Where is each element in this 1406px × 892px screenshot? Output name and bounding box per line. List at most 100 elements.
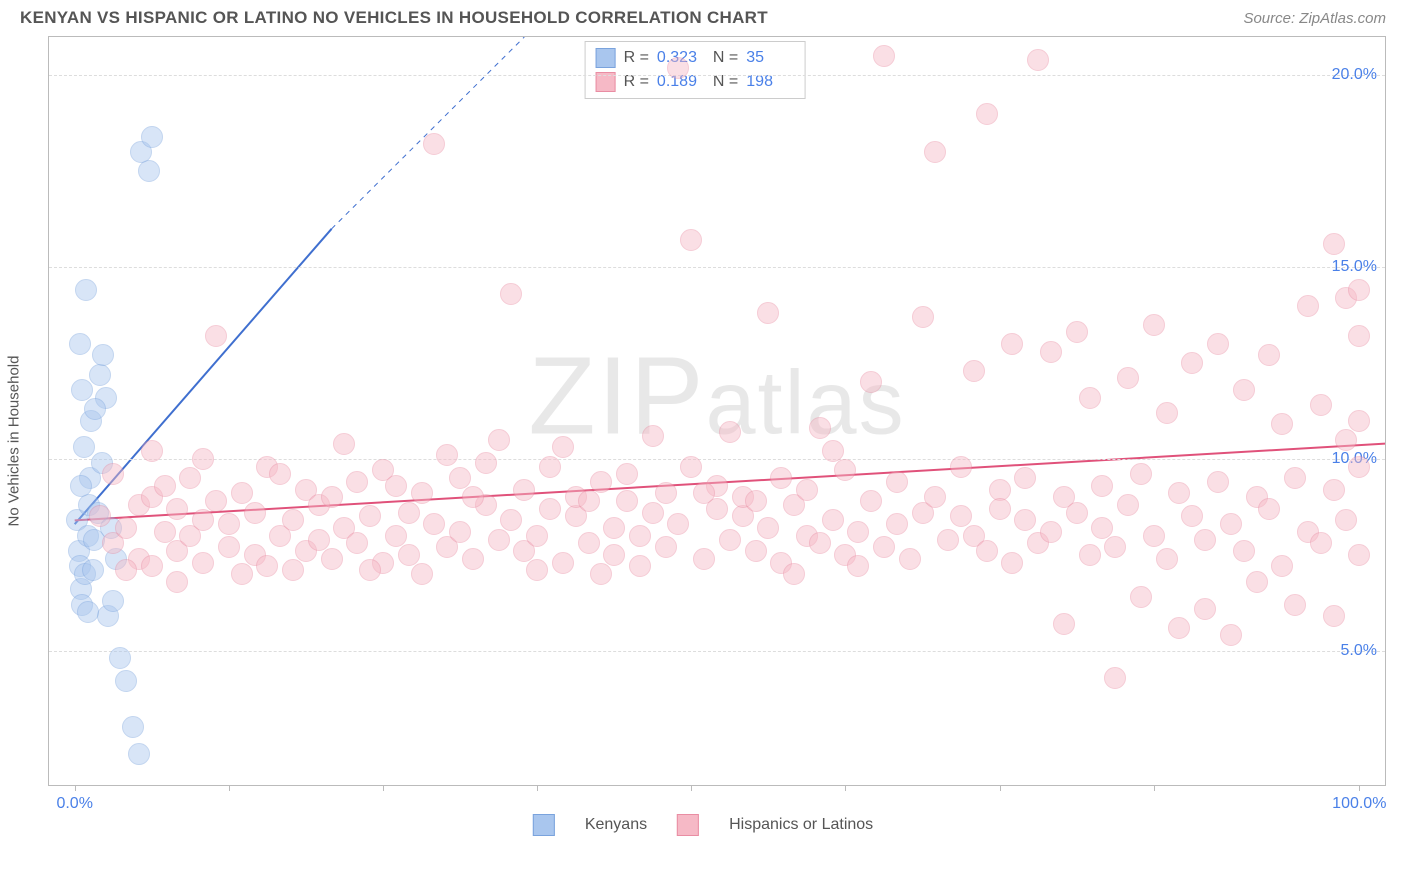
data-point-hispanics xyxy=(539,498,561,520)
data-point-hispanics xyxy=(231,482,253,504)
data-point-hispanics xyxy=(847,521,869,543)
data-point-hispanics xyxy=(976,540,998,562)
data-point-hispanics xyxy=(1233,540,1255,562)
data-point-hispanics xyxy=(1168,617,1190,639)
data-point-hispanics xyxy=(1258,498,1280,520)
data-point-hispanics xyxy=(1001,552,1023,574)
data-point-hispanics xyxy=(115,559,137,581)
data-point-hispanics xyxy=(115,517,137,539)
x-tick-mark xyxy=(537,785,538,791)
x-tick-mark xyxy=(383,785,384,791)
data-point-hispanics xyxy=(282,559,304,581)
data-point-hispanics xyxy=(693,482,715,504)
data-point-hispanics xyxy=(860,490,882,512)
data-point-hispanics xyxy=(321,548,343,570)
data-point-hispanics xyxy=(141,440,163,462)
data-point-hispanics xyxy=(1156,402,1178,424)
data-point-hispanics xyxy=(1156,548,1178,570)
data-point-hispanics xyxy=(1258,344,1280,366)
x-tick-mark xyxy=(75,785,76,791)
data-point-hispanics xyxy=(629,555,651,577)
stats-row-kenyans: R = 0.323 N = 35 xyxy=(596,46,795,70)
data-point-hispanics xyxy=(629,525,651,547)
data-point-hispanics xyxy=(757,517,779,539)
data-point-hispanics xyxy=(1220,624,1242,646)
data-point-hispanics xyxy=(578,532,600,554)
data-point-hispanics xyxy=(539,456,561,478)
data-point-hispanics xyxy=(1335,509,1357,531)
data-point-hispanics xyxy=(500,283,522,305)
data-point-hispanics xyxy=(449,521,471,543)
data-point-hispanics xyxy=(1091,517,1113,539)
data-point-hispanics xyxy=(333,433,355,455)
data-point-kenyans xyxy=(84,398,106,420)
data-point-hispanics xyxy=(616,463,638,485)
data-point-hispanics xyxy=(1040,521,1062,543)
data-point-hispanics xyxy=(886,513,908,535)
data-point-hispanics xyxy=(449,467,471,489)
y-tick-label: 20.0% xyxy=(1332,66,1377,84)
data-point-hispanics xyxy=(1053,613,1075,635)
data-point-hispanics xyxy=(590,563,612,585)
data-point-hispanics xyxy=(924,486,946,508)
data-point-hispanics xyxy=(1335,429,1357,451)
data-point-hispanics xyxy=(642,502,664,524)
data-point-hispanics xyxy=(552,552,574,574)
data-point-hispanics xyxy=(847,555,869,577)
data-point-hispanics xyxy=(385,475,407,497)
x-tick-mark xyxy=(845,785,846,791)
data-point-hispanics xyxy=(488,529,510,551)
data-point-hispanics xyxy=(359,559,381,581)
data-point-hispanics xyxy=(218,513,240,535)
data-point-hispanics xyxy=(1181,505,1203,527)
data-point-hispanics xyxy=(719,421,741,443)
data-point-hispanics xyxy=(1040,341,1062,363)
n-value-kenyans: 35 xyxy=(746,49,794,67)
data-point-kenyans xyxy=(115,670,137,692)
swatch-kenyans xyxy=(596,48,616,68)
data-point-kenyans xyxy=(70,475,92,497)
data-point-hispanics xyxy=(346,532,368,554)
x-tick-mark xyxy=(229,785,230,791)
data-point-hispanics xyxy=(1271,555,1293,577)
data-point-hispanics xyxy=(822,509,844,531)
gridline xyxy=(49,459,1385,460)
data-point-hispanics xyxy=(1207,471,1229,493)
data-point-hispanics xyxy=(873,536,895,558)
legend: Kenyans Hispanics or Latinos xyxy=(533,814,873,836)
data-point-hispanics xyxy=(192,552,214,574)
data-point-hispanics xyxy=(1014,467,1036,489)
data-point-hispanics xyxy=(244,502,266,524)
data-point-hispanics xyxy=(590,471,612,493)
chart-container: No Vehicles in Household ZIPatlas R = 0.… xyxy=(20,36,1386,846)
data-point-hispanics xyxy=(912,306,934,328)
gridline xyxy=(49,75,1385,76)
data-point-hispanics xyxy=(436,444,458,466)
data-point-hispanics xyxy=(1117,367,1139,389)
data-point-hispanics xyxy=(1220,513,1242,535)
data-point-hispanics xyxy=(886,471,908,493)
data-point-hispanics xyxy=(1207,333,1229,355)
data-point-hispanics xyxy=(269,463,291,485)
data-point-hispanics xyxy=(1194,529,1216,551)
data-point-hispanics xyxy=(745,490,767,512)
y-axis-label: No Vehicles in Household xyxy=(6,356,23,527)
data-point-hispanics xyxy=(1104,536,1126,558)
data-point-hispanics xyxy=(1181,352,1203,374)
data-point-hispanics xyxy=(1348,456,1370,478)
data-point-hispanics xyxy=(680,229,702,251)
data-point-hispanics xyxy=(192,509,214,531)
data-point-hispanics xyxy=(205,490,227,512)
data-point-hispanics xyxy=(822,440,844,462)
data-point-kenyans xyxy=(77,601,99,623)
data-point-hispanics xyxy=(719,529,741,551)
data-point-hispanics xyxy=(89,505,111,527)
legend-swatch-hispanics xyxy=(677,814,699,836)
trend-lines xyxy=(49,37,1385,785)
data-point-hispanics xyxy=(655,482,677,504)
data-point-hispanics xyxy=(950,505,972,527)
data-point-hispanics xyxy=(989,498,1011,520)
data-point-hispanics xyxy=(1079,387,1101,409)
data-point-kenyans xyxy=(128,743,150,765)
data-point-hispanics xyxy=(1194,598,1216,620)
